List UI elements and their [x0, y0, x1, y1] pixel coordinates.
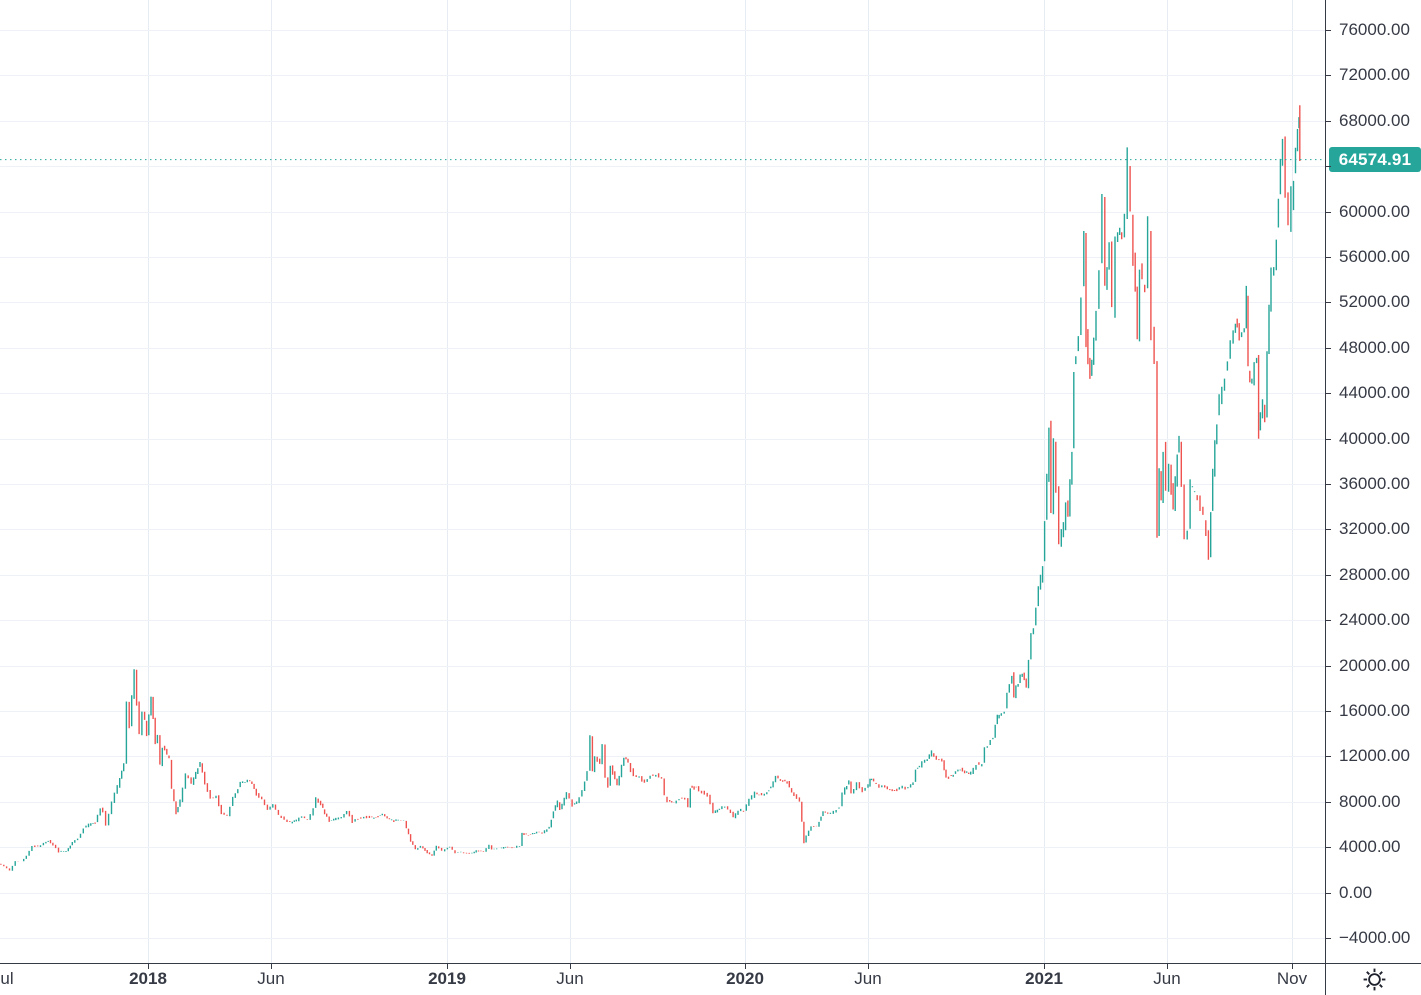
last-price-value: 64574.91 [1338, 149, 1412, 169]
price-tick-mark [1326, 257, 1331, 258]
price-tick-mark [1326, 756, 1331, 757]
price-tick-label: 72000.00 [1339, 65, 1410, 85]
price-axis[interactable]: 64574.91 76000.00 72000.00 68000.00 60000.0… [1325, 0, 1421, 963]
time-tick-mark [745, 964, 746, 969]
price-tick-label: 40000.00 [1339, 428, 1410, 448]
price-tick-mark [1326, 802, 1331, 803]
price-tick-label: 12000.00 [1339, 746, 1410, 766]
price-tick-mark [1326, 212, 1331, 213]
price-tick-label: 20000.00 [1339, 655, 1410, 675]
time-tick-mark [570, 964, 571, 969]
price-tick-label: 0.00 [1339, 882, 1373, 902]
price-tick-mark [1326, 938, 1331, 939]
price-tick-mark [1326, 75, 1331, 76]
last-price-label: 64574.91 [1329, 147, 1421, 173]
candles-down [0, 105, 1301, 871]
price-tick-label: 52000.00 [1339, 292, 1410, 312]
time-tick-label: 2018 [129, 969, 167, 988]
price-tick-mark [1326, 847, 1331, 848]
price-tick-label: 24000.00 [1339, 610, 1410, 630]
time-tick-label: Nov [1276, 969, 1308, 988]
price-tick-label: 8000.00 [1339, 791, 1401, 811]
price-tick-mark [1326, 393, 1331, 394]
time-tick-label: ul [0, 969, 14, 988]
time-tick-label: 2021 [1025, 969, 1063, 988]
price-tick-label: 76000.00 [1339, 19, 1410, 39]
price-tick-label: 32000.00 [1339, 519, 1410, 539]
time-tick-mark [1044, 964, 1045, 969]
price-tick-mark [1326, 439, 1331, 440]
price-tick-mark [1326, 529, 1331, 530]
price-tick-mark [1326, 166, 1331, 167]
price-tick-label: −4000.00 [1339, 928, 1411, 948]
time-tick-label: Jun [257, 969, 285, 988]
price-tick-mark [1326, 121, 1331, 122]
price-tick-label: 16000.00 [1339, 701, 1410, 720]
price-tick-label: 56000.00 [1339, 246, 1410, 266]
price-tick-label: 44000.00 [1339, 383, 1410, 403]
price-tick-mark [1326, 348, 1331, 349]
price-tick-label: 36000.00 [1339, 473, 1410, 493]
time-axis[interactable]: ul 2018 Jun 2019 Jun 2020 Jun 2021 Jun Nov [0, 963, 1325, 995]
price-tick-label: 60000.00 [1339, 201, 1410, 221]
axis-corner-button[interactable] [1325, 963, 1421, 995]
time-tick-label: Jun [1153, 969, 1181, 988]
price-tick-mark [1326, 893, 1331, 894]
price-tick-mark [1326, 666, 1331, 667]
time-tick-mark [1167, 964, 1168, 969]
grid-layer [0, 0, 1325, 963]
price-tick-mark [1326, 30, 1331, 31]
candlestick-chart-canvas[interactable] [0, 0, 1325, 963]
time-tick-mark [447, 964, 448, 969]
time-tick-mark [868, 964, 869, 969]
time-tick-label: Jun [854, 969, 882, 988]
time-tick-label: 2019 [428, 969, 466, 988]
price-chart-plot[interactable] [0, 0, 1325, 963]
price-tick-label: 4000.00 [1339, 837, 1401, 857]
time-tick-label: Jun [556, 969, 584, 988]
sun-icon [1363, 968, 1385, 991]
price-tick-label: 68000.00 [1339, 110, 1410, 130]
time-tick-mark [271, 964, 272, 969]
price-tick-mark [1326, 620, 1331, 621]
candles-up [11, 117, 1300, 871]
price-tick-mark [1326, 484, 1331, 485]
time-tick-mark [148, 964, 149, 969]
price-tick-mark [1326, 302, 1331, 303]
price-tick-label: 28000.00 [1339, 564, 1410, 584]
time-tick-mark [1292, 964, 1293, 969]
time-tick-label: 2020 [726, 969, 764, 988]
price-tick-mark [1326, 711, 1331, 712]
price-tick-mark [1326, 575, 1331, 576]
price-tick-label: 48000.00 [1339, 337, 1410, 357]
